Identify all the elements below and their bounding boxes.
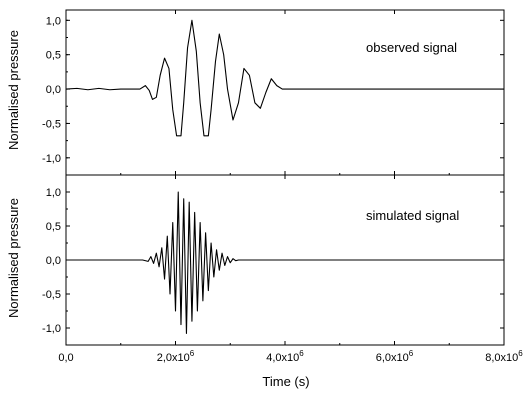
y-tick-label-top: 1,0 [46,15,61,27]
y-tick-label-top: -1,0 [42,153,61,165]
x-tick-label: 6,0x106 [376,349,414,364]
plot-frame-top [65,9,505,176]
y-tick-label-top: 0,0 [46,84,61,96]
x-tick-label: 0,0 [58,352,73,364]
series-line-bottom [66,191,504,334]
y-tick-label-bottom: -0,5 [42,289,61,301]
top-annotation: observed signal [366,40,457,55]
bottom-ylabel: Normalised pressure [6,198,21,318]
y-tick-label-top: 0,5 [46,50,61,62]
x-tick-label: 4,0x106 [266,349,304,364]
series-line-top [65,19,504,137]
y-tick-label-bottom: 0,5 [46,221,61,233]
bottom-annotation: simulated signal [366,208,459,223]
y-tick-label-bottom: 1,0 [46,187,61,199]
x-tick-label: 8,0x106 [485,349,523,364]
y-tick-label-bottom: 0,0 [46,255,61,267]
x-axis-label: Time (s) [262,374,309,389]
x-tick-label: 2,0x106 [157,349,195,364]
y-tick-label-top: -0,5 [42,118,61,130]
y-tick-label-bottom: -1,0 [42,323,61,335]
top-ylabel: Normalised pressure [6,30,21,150]
